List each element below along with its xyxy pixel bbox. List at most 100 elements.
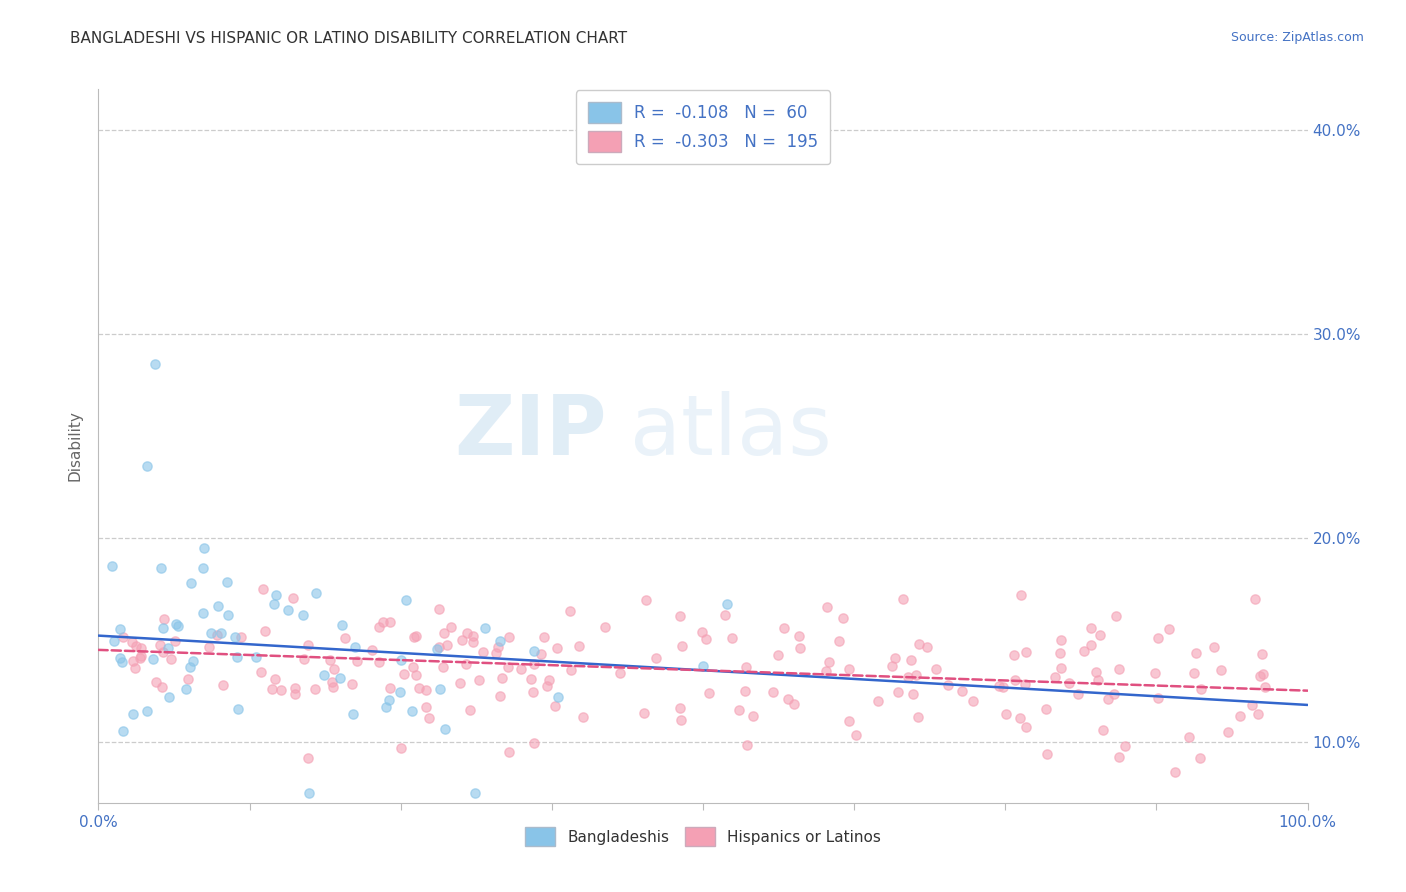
Point <box>474 621 496 635</box>
Point <box>1108 749 1130 764</box>
Point <box>157 690 180 704</box>
Point <box>1178 730 1201 744</box>
Point <box>905 668 928 682</box>
Point <box>122 707 145 722</box>
Point <box>1073 643 1095 657</box>
Point <box>669 701 692 715</box>
Point <box>818 655 841 669</box>
Point <box>305 586 328 600</box>
Point <box>135 704 157 718</box>
Point <box>346 655 368 669</box>
Point <box>209 626 232 640</box>
Point <box>1146 690 1168 705</box>
Point <box>378 615 401 630</box>
Point <box>322 680 344 694</box>
Point <box>1240 698 1263 712</box>
Point <box>284 687 307 701</box>
Point <box>163 633 186 648</box>
Point <box>1102 688 1125 702</box>
Point <box>1035 747 1057 761</box>
Point <box>1108 662 1130 676</box>
Point <box>415 699 437 714</box>
Point <box>108 651 131 665</box>
Point <box>519 672 541 686</box>
Point <box>129 650 152 665</box>
Point <box>1164 765 1187 780</box>
Point <box>907 710 929 724</box>
Point <box>544 698 567 713</box>
Point <box>367 620 389 634</box>
Point <box>165 616 187 631</box>
Point <box>644 650 666 665</box>
Point <box>464 786 486 800</box>
Point <box>207 628 229 642</box>
Point <box>827 633 849 648</box>
Point <box>121 635 143 649</box>
Point <box>537 673 560 688</box>
Point <box>1247 706 1270 721</box>
Point <box>167 619 190 633</box>
Point <box>1105 609 1128 624</box>
Point <box>277 602 299 616</box>
Point <box>1189 751 1212 765</box>
Point <box>883 651 905 665</box>
Point <box>451 633 474 648</box>
Point <box>283 591 305 606</box>
Point <box>897 670 920 684</box>
Point <box>468 673 491 688</box>
Point <box>226 702 249 716</box>
Point <box>568 640 591 654</box>
Point <box>510 662 533 676</box>
Point <box>156 640 179 655</box>
Point <box>103 633 125 648</box>
Point <box>886 685 908 699</box>
Point <box>697 686 720 700</box>
Point <box>533 631 555 645</box>
Point <box>321 674 343 689</box>
Point <box>440 620 463 634</box>
Point <box>669 714 692 728</box>
Point <box>1002 648 1025 663</box>
Point <box>1216 724 1239 739</box>
Point <box>498 659 520 673</box>
Point <box>401 704 423 718</box>
Point <box>254 624 277 639</box>
Point <box>814 664 837 678</box>
Point <box>432 626 454 640</box>
Point <box>426 642 449 657</box>
Point <box>297 751 319 765</box>
Point <box>429 681 451 696</box>
Point <box>593 620 616 634</box>
Point <box>633 706 655 720</box>
Point <box>124 640 146 654</box>
Point <box>389 653 412 667</box>
Point <box>1250 647 1272 661</box>
Point <box>112 723 135 738</box>
Point <box>378 681 401 695</box>
Point <box>868 694 890 708</box>
Point <box>1014 645 1036 659</box>
Point <box>1244 591 1267 606</box>
Point <box>634 593 657 607</box>
Point <box>373 615 395 630</box>
Text: atlas: atlas <box>630 392 832 472</box>
Point <box>485 646 508 660</box>
Point <box>297 638 319 652</box>
Text: Source: ZipAtlas.com: Source: ZipAtlas.com <box>1230 31 1364 45</box>
Point <box>773 621 796 635</box>
Point <box>522 685 544 699</box>
Point <box>917 640 939 654</box>
Point <box>415 682 437 697</box>
Point <box>690 625 713 640</box>
Point <box>179 660 201 674</box>
Point <box>1008 711 1031 725</box>
Point <box>152 612 174 626</box>
Point <box>903 687 925 701</box>
Point <box>149 561 172 575</box>
Point <box>250 665 273 680</box>
Point <box>1189 682 1212 697</box>
Point <box>546 641 568 656</box>
Point <box>377 693 399 707</box>
Point <box>572 709 595 723</box>
Point <box>191 561 214 575</box>
